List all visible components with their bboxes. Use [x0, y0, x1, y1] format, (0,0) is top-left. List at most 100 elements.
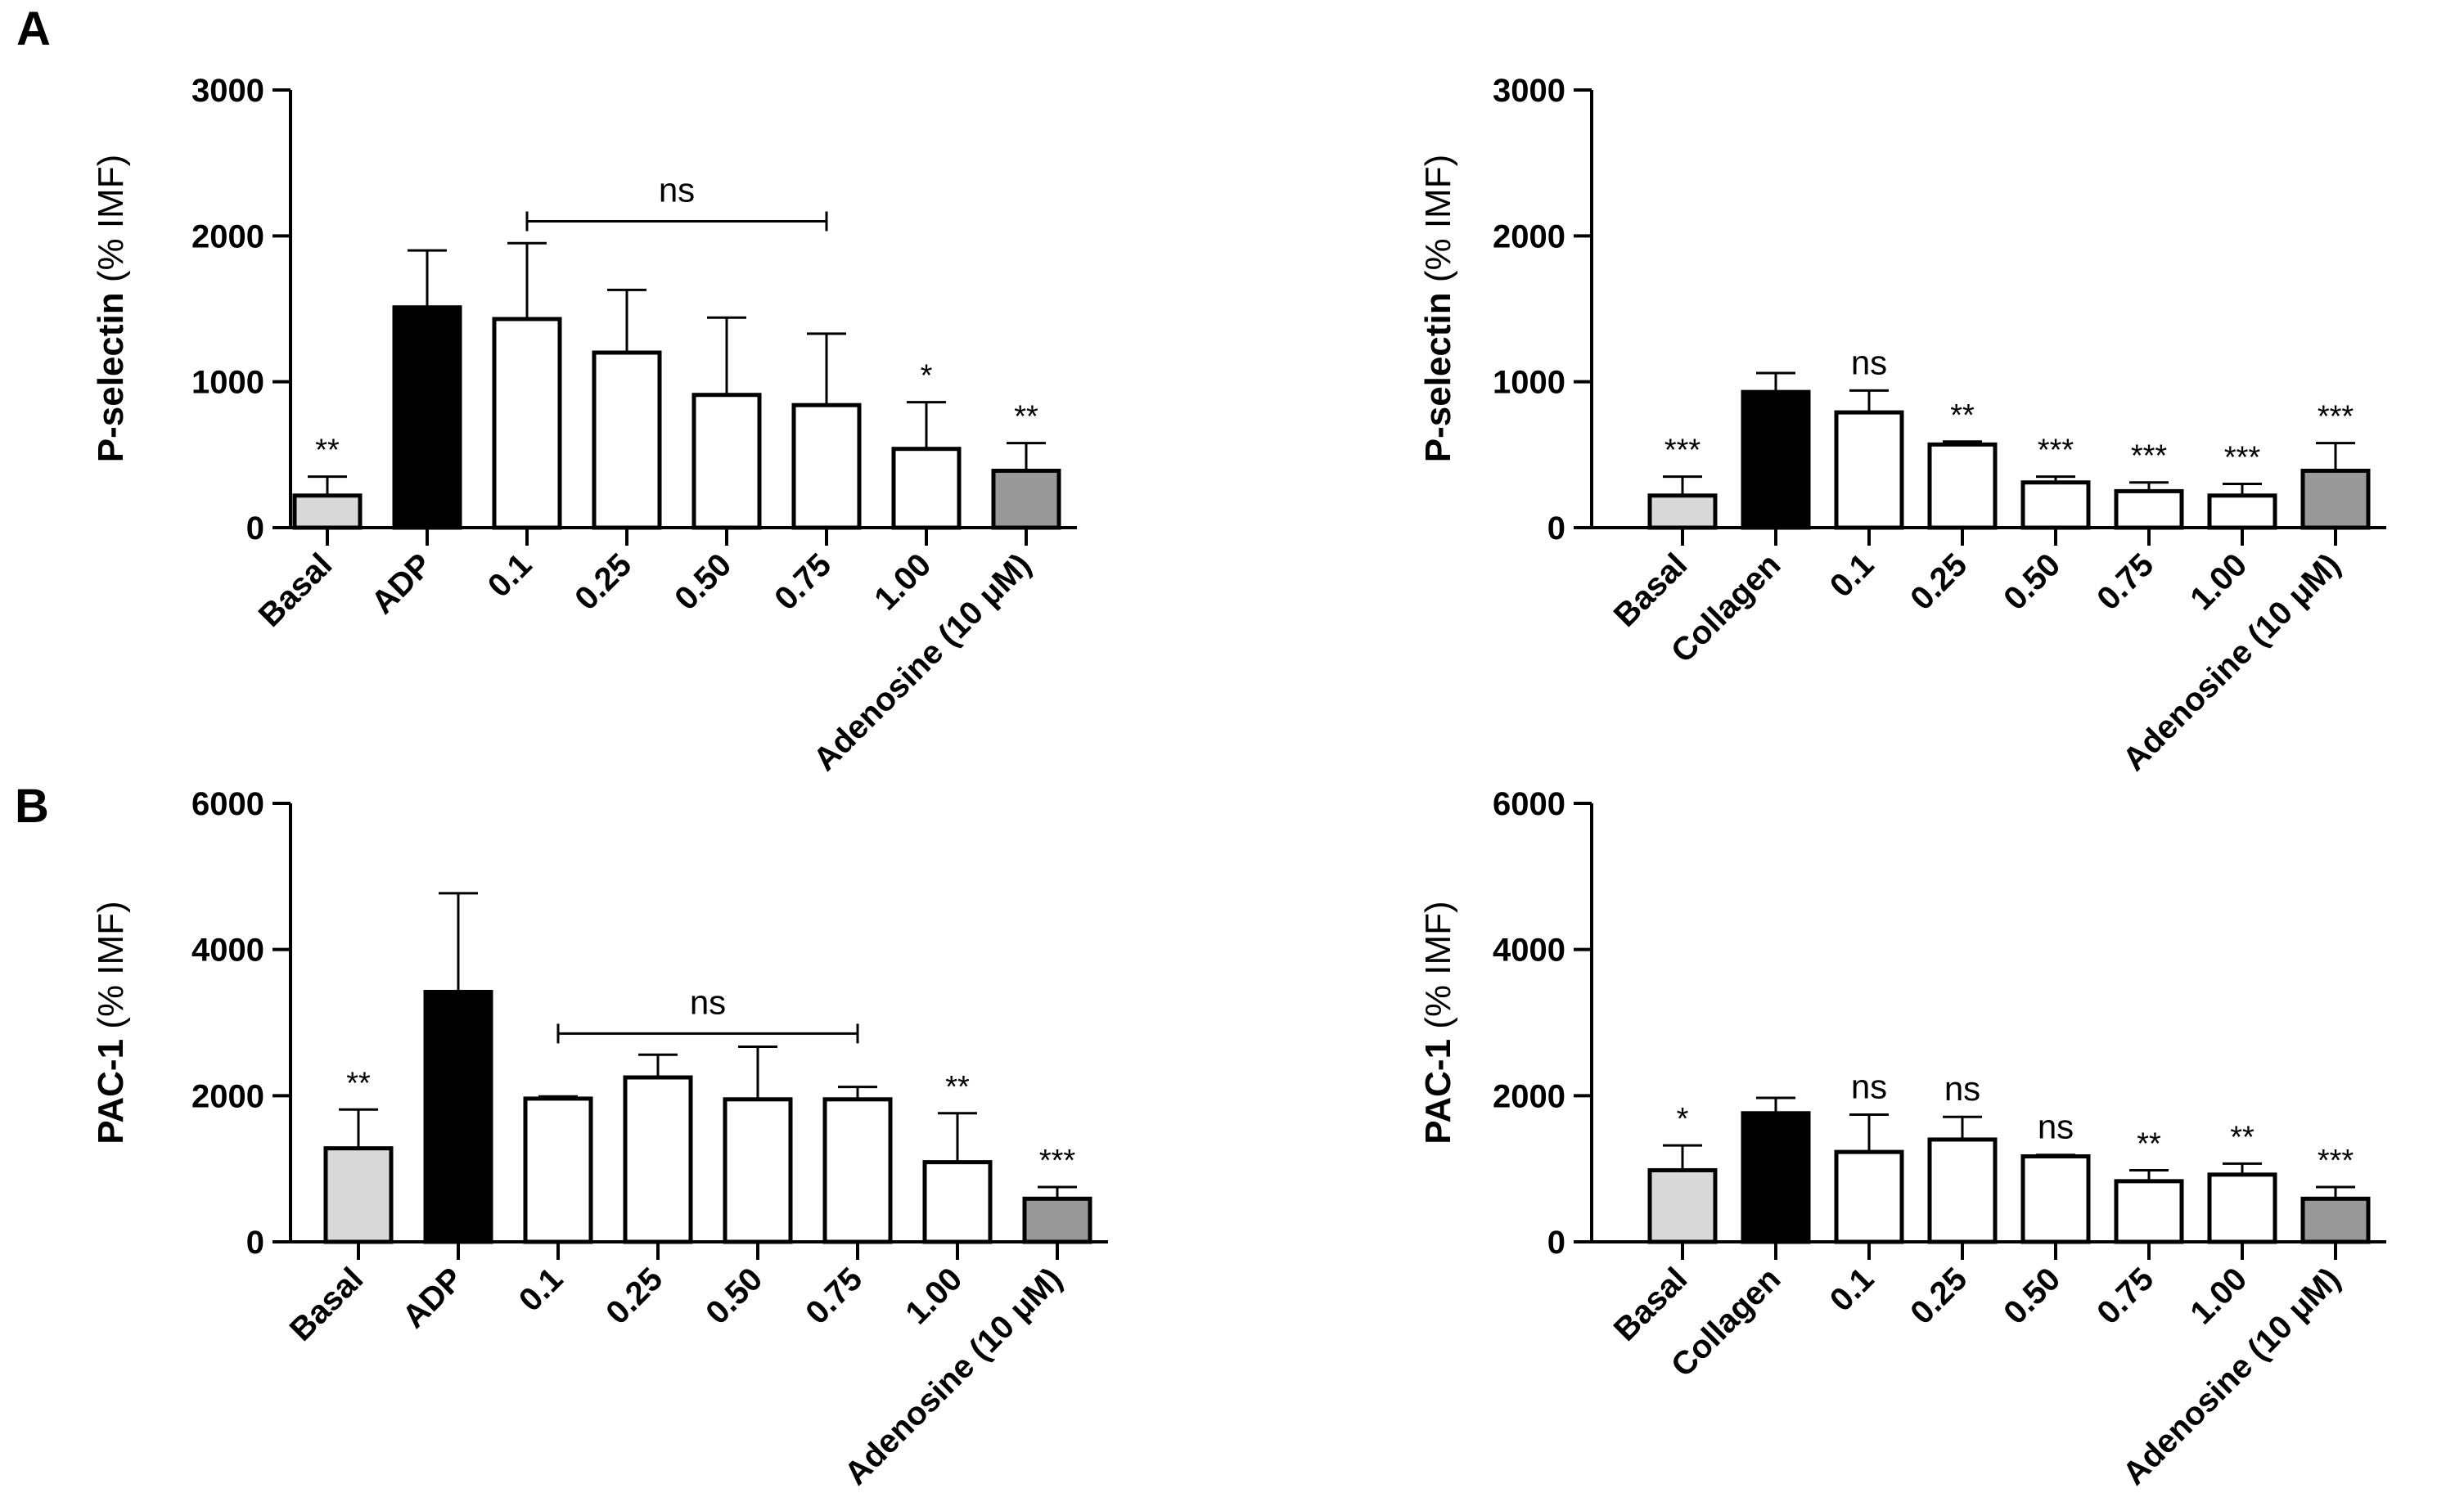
bar-8: [991, 468, 1061, 530]
chart-3: 0 2000 4000 6000 PAC-1 (% IMF) Basal ** ADP 0.1 0…: [91, 786, 1108, 1492]
significance-marker: ***: [2318, 400, 2354, 434]
bar-8: [1022, 1196, 1092, 1244]
x-tick-label: 1.00: [867, 546, 938, 617]
bar-7: [2207, 1172, 2277, 1244]
y-axis-label: P-selectin (% IMF): [91, 155, 131, 463]
y-tick-label: 1000: [191, 365, 264, 401]
x-tick-label: 0.25: [1903, 1261, 1974, 1331]
x-tick-label: Basal: [1607, 546, 1695, 634]
ns-bracket-label: ns: [690, 983, 726, 1021]
y-tick-label: 0: [246, 1225, 264, 1261]
x-tick-label: 1.00: [2183, 546, 2254, 617]
y-axis-label-unit: (% IMF): [1418, 901, 1458, 1039]
x-tick-label: 0.1: [481, 546, 538, 604]
y-tick-label: 2000: [191, 1078, 264, 1114]
significance-marker: ***: [2038, 434, 2074, 468]
bar-7: [891, 447, 962, 530]
y-tick-label: 0: [246, 510, 264, 546]
y-tick-label: 3000: [1493, 73, 1565, 109]
x-tick-label: 0.50: [1997, 1261, 2067, 1331]
x-tick-label: Basal: [252, 546, 340, 634]
ns-label: ns: [1851, 343, 1887, 381]
y-tick-label: 1000: [1493, 365, 1565, 401]
y-tick-label: 2000: [191, 218, 264, 254]
y-axis-label-unit: (% IMF): [1418, 155, 1458, 293]
y-axis-label: PAC-1 (% IMF): [91, 901, 131, 1144]
x-tick-label: 0.25: [599, 1261, 669, 1331]
x-tick-label: 0.75: [2090, 546, 2160, 617]
significance-marker: **: [2137, 1127, 2161, 1161]
y-tick-label: 2000: [1493, 1078, 1565, 1114]
bar-1: [1647, 493, 1718, 530]
panel-letter-a: A: [16, 2, 51, 56]
bar-5: [2020, 1153, 2091, 1244]
y-axis-label: PAC-1 (% IMF): [1418, 901, 1458, 1144]
bar-6: [2114, 488, 2184, 530]
bar-6: [2114, 1179, 2184, 1244]
bar-5: [691, 393, 762, 530]
y-axis-label-unit: (% IMF): [91, 155, 131, 293]
y-tick-label: 6000: [1493, 786, 1565, 822]
chart-1: 0 1000 2000 3000 P-selectin (% IMF) Basal ** AD…: [91, 73, 1077, 778]
y-tick-label: 0: [1547, 510, 1565, 546]
y-tick-label: 2000: [1493, 218, 1565, 254]
x-tick-label: 0.25: [568, 546, 638, 617]
significance-marker: **: [346, 1066, 371, 1100]
significance-marker: ***: [2318, 1144, 2354, 1178]
y-axis-label-main: P-selectin: [1418, 292, 1458, 462]
y-axis-label-unit: (% IMF): [91, 901, 131, 1039]
significance-marker: ***: [2224, 441, 2261, 475]
ns-label: ns: [1944, 1069, 1980, 1108]
x-tick-label: 0.75: [2090, 1261, 2160, 1331]
ns-label: ns: [2038, 1108, 2074, 1146]
bar-8: [2300, 468, 2371, 530]
significance-marker: **: [315, 434, 340, 468]
significance-marker: **: [945, 1070, 970, 1104]
x-tick-label: 1.00: [899, 1261, 969, 1331]
significance-marker: *: [1677, 1102, 1689, 1136]
x-tick-label: ADP: [365, 546, 439, 621]
bar-5: [723, 1097, 793, 1244]
bar-1: [292, 493, 363, 530]
x-tick-label: 0.50: [1997, 546, 2067, 617]
significance-marker: ***: [2131, 439, 2168, 474]
x-tick-label: Basal: [283, 1261, 371, 1348]
y-tick-label: 4000: [191, 933, 264, 969]
bar-7: [922, 1160, 993, 1244]
bar-6: [822, 1097, 893, 1244]
bar-3: [492, 317, 562, 530]
bar-4: [592, 350, 662, 530]
significance-marker: *: [921, 359, 933, 393]
x-tick-label: 1.00: [2183, 1261, 2254, 1331]
bar-8: [2300, 1196, 2371, 1244]
significance-marker: **: [1014, 400, 1038, 434]
y-tick-label: 0: [1547, 1225, 1565, 1261]
y-axis-label: P-selectin (% IMF): [1418, 155, 1458, 463]
bar-1: [323, 1146, 394, 1244]
ns-label: ns: [1851, 1068, 1887, 1106]
bar-4: [623, 1075, 693, 1244]
x-tick-label: 0.1: [1823, 546, 1881, 604]
x-tick-label: ADP: [396, 1261, 471, 1335]
significance-marker: ***: [1664, 434, 1701, 468]
significance-marker: ***: [1039, 1144, 1076, 1178]
x-tick-label: Basal: [1607, 1261, 1695, 1348]
bar-3: [1834, 1149, 1904, 1244]
bar-3: [523, 1096, 593, 1244]
x-tick-label: 0.75: [768, 546, 838, 617]
bar-2: [1741, 389, 1811, 530]
bar-2: [1741, 1111, 1811, 1244]
bar-4: [1927, 442, 1998, 530]
bar-5: [2020, 480, 2091, 530]
y-tick-label: 3000: [191, 73, 264, 109]
y-axis-label-main: P-selectin: [91, 292, 131, 462]
bar-4: [1927, 1137, 1998, 1244]
bar-1: [1647, 1167, 1718, 1244]
ns-bracket-label: ns: [659, 171, 695, 209]
x-tick-label: 0.50: [699, 1261, 769, 1331]
bar-7: [2207, 493, 2277, 530]
y-axis-label-main: PAC-1: [1418, 1039, 1458, 1144]
